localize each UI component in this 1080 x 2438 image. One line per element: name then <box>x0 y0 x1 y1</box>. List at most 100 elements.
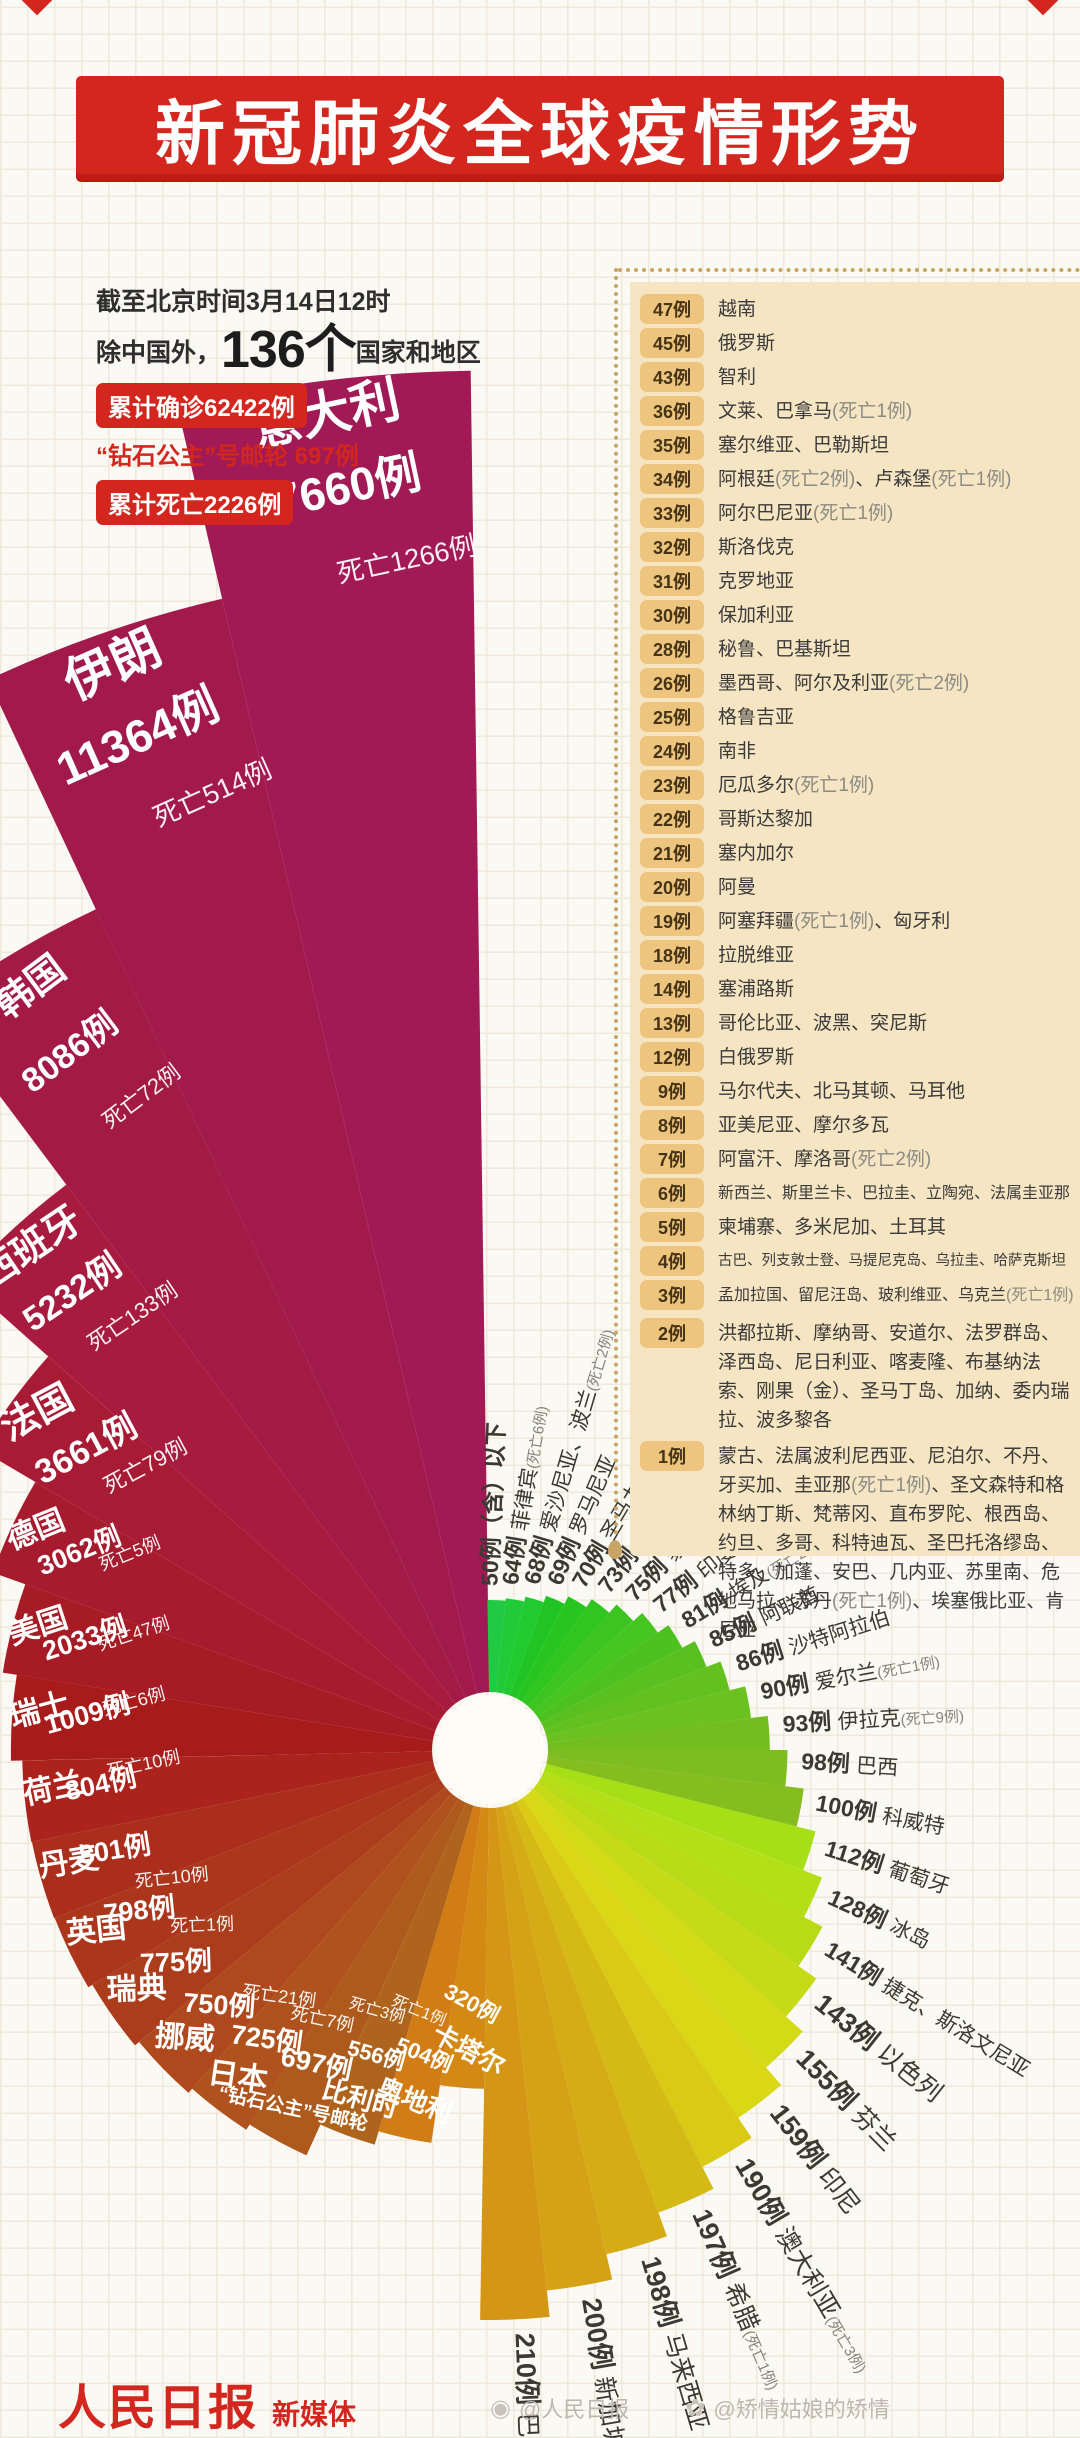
list-item: 1例 蒙古、法属波利尼西亚、尼泊尔、不丹、牙买加、圭亚那(死亡1例)、圣文森特和格… <box>640 1439 1080 1645</box>
fan-wedge <box>378 1805 482 2143</box>
case-count-badge: 35例 <box>640 430 704 460</box>
watermark-peoples-daily: ◉ @人民日报 <box>490 2392 629 2424</box>
teardrop-icon <box>608 1540 622 1559</box>
case-count-badge: 23例 <box>640 770 704 800</box>
case-count-badge: 28例 <box>640 634 704 664</box>
country-names: 阿尔巴尼亚(死亡1例) <box>718 503 894 524</box>
fan-wedge <box>0 1482 440 1731</box>
fan-wedge <box>480 1807 550 2320</box>
case-count-badge: 8例 <box>640 1110 704 1140</box>
cruise-ship-cases: “钻石公主”号邮轮 697例 <box>96 443 359 470</box>
fan-wedge <box>503 1804 667 2255</box>
country-names: 保加利亚 <box>718 605 795 626</box>
fan-wedge <box>0 909 466 1704</box>
as-of-date: 截至北京时间3月14日12时 <box>96 288 391 316</box>
list-item: 2例 洪都拉斯、摩纳哥、安道尔、法罗群岛、泽西岛、尼日利亚、喀麦隆、布基纳法索、刚… <box>640 1316 1080 1435</box>
country-names: 文莱、巴拿马(死亡1例) <box>718 401 913 422</box>
list-item: 18例 拉脱维亚 <box>640 938 1080 972</box>
fan-wedge <box>0 598 477 1698</box>
country-names: 阿塞拜疆(死亡1例)、匈牙利 <box>718 911 951 932</box>
country-names: 塞尔维亚、巴勒斯坦 <box>718 435 890 456</box>
case-count-badge: 7例 <box>640 1144 704 1174</box>
country-names: 阿曼 <box>718 877 757 898</box>
title-banner: 新冠肺炎全球疫情形势 <box>76 76 1004 180</box>
country-names: 阿根廷(死亡2例)、卢森堡(死亡1例) <box>718 469 1012 490</box>
country-names: 拉脱维亚 <box>718 945 795 966</box>
country-names: 越南 <box>718 299 757 320</box>
fan-wedge <box>2 1584 436 1741</box>
country-names: 哥伦比亚、波黑、突尼斯 <box>718 1013 928 1034</box>
publisher-logo: 人民日报 <box>58 2382 259 2435</box>
fan-wedge <box>509 1595 565 1699</box>
donut-hole <box>436 1696 544 1804</box>
fan-wedge <box>177 370 490 1694</box>
confirmed-total-badge: 累计确诊62422例 <box>96 383 307 428</box>
countries-suffix: 国家和地区 <box>355 339 481 367</box>
country-names: 蒙古、法属波利尼西亚、尼泊尔、不丹、牙买加、圭亚那(死亡1例)、圣文森特和格林纳… <box>718 1446 1065 1641</box>
fan-wedge <box>496 1806 613 2291</box>
case-count-badge: 3例 <box>640 1280 704 1310</box>
fan-wedge <box>0 1184 456 1712</box>
list-item: 28例 秘鲁、巴基斯坦 <box>640 632 1080 666</box>
list-item: 36例 文莱、巴拿马(死亡1例) <box>640 394 1080 428</box>
fan-wedge <box>544 1661 730 1736</box>
publisher-sub-brand: 新媒体 <box>272 2399 357 2430</box>
fan-wedge <box>496 1598 525 1694</box>
watermark-text-2: @矫情姑娘的矫情 <box>713 2397 890 2422</box>
list-item: 25例 格鲁吉亚 <box>640 700 1080 734</box>
fan-wedge <box>541 1641 707 1730</box>
country-names: 马尔代夫、北马其顿、马耳他 <box>718 1081 966 1102</box>
fan-wedge <box>139 1787 452 2093</box>
page-title: 新冠肺炎全球疫情形势 <box>155 94 925 173</box>
fan-wedge <box>544 1764 816 1871</box>
case-count-badge: 43例 <box>640 362 704 392</box>
country-names: 新西兰、斯里兰卡、巴拉圭、立陶宛、法属圭亚那 <box>718 1185 1071 1202</box>
fan-wedge <box>487 1599 506 1693</box>
fan-wedge <box>320 1802 474 2145</box>
countries-count-line: 除中国外， 136个 国家和地区 <box>96 324 481 376</box>
flower-avatar-icon: ✿ <box>685 2394 706 2422</box>
list-item: 34例 阿根廷(死亡2例)、卢森堡(死亡1例) <box>640 462 1080 496</box>
case-count-badge: 18例 <box>640 940 704 970</box>
list-item: 8例 亚美尼亚、摩尔多瓦 <box>640 1108 1080 1142</box>
fan-wedge <box>92 1779 446 2046</box>
fan-wedge <box>528 1788 803 2068</box>
fan-label-small: 100例 科威特 <box>814 1790 947 1839</box>
fan-wedge <box>516 1596 587 1702</box>
list-item: 4例 古巴、列支敦士登、马提尼克岛、乌拉圭、哈萨克斯坦 <box>640 1244 1080 1278</box>
country-names: 智利 <box>718 367 757 388</box>
fan-label-country: 挪威 <box>154 2019 216 2056</box>
fan-wedge <box>522 1599 610 1707</box>
fan-label-cases: 798例 <box>102 1892 177 1929</box>
weibo-avatar-icon: ◉ <box>490 2394 511 2422</box>
case-list: 47例 越南 45例 俄罗斯 43例 智利 36例 文莱、巴拿马(死亡1例) 35例 塞尔维亚、巴… <box>630 282 1080 1641</box>
country-names: 古巴、列支敦士登、马提尼克岛、乌拉圭、哈萨克斯坦 <box>718 1253 1066 1269</box>
case-count-badge: 32例 <box>640 532 704 562</box>
fan-wedge <box>547 1750 788 1787</box>
fan-wedge <box>533 1613 658 1717</box>
case-count-badge: 36例 <box>640 396 704 426</box>
fan-label-cases: 750例 <box>182 1988 256 2023</box>
country-names: 柬埔寨、多米尼加、土耳其 <box>718 1217 947 1238</box>
list-item: 6例 新西兰、斯里兰卡、巴拉圭、立陶宛、法属圭亚那 <box>640 1176 1080 1210</box>
deaths-total-badge: 累计死亡2226例 <box>96 480 294 525</box>
fan-wedge <box>537 1625 683 1723</box>
fan-wedge <box>54 1770 441 1988</box>
case-count-badge: 21例 <box>640 838 704 868</box>
country-names: 阿富汗、摩洛哥(死亡2例) <box>718 1149 932 1170</box>
list-item: 20例 阿曼 <box>640 870 1080 904</box>
case-count-badge: 25例 <box>640 702 704 732</box>
country-names: 白俄罗斯 <box>718 1047 795 1068</box>
country-names: 斯洛伐克 <box>718 537 795 558</box>
list-item: 21例 塞内加尔 <box>640 836 1080 870</box>
list-item: 47例 越南 <box>640 292 1080 326</box>
list-item: 22例 哥斯达黎加 <box>640 802 1080 836</box>
case-count-badge: 26例 <box>640 668 704 698</box>
fan-wedge <box>192 1793 459 2130</box>
fan-wedge <box>541 1770 822 1917</box>
country-names: 厄瓜多尔(死亡1例) <box>718 775 875 796</box>
watermark-text-1: @人民日报 <box>518 2397 630 2422</box>
case-count-badge: 9例 <box>640 1076 704 1106</box>
country-names: 南非 <box>718 741 757 762</box>
